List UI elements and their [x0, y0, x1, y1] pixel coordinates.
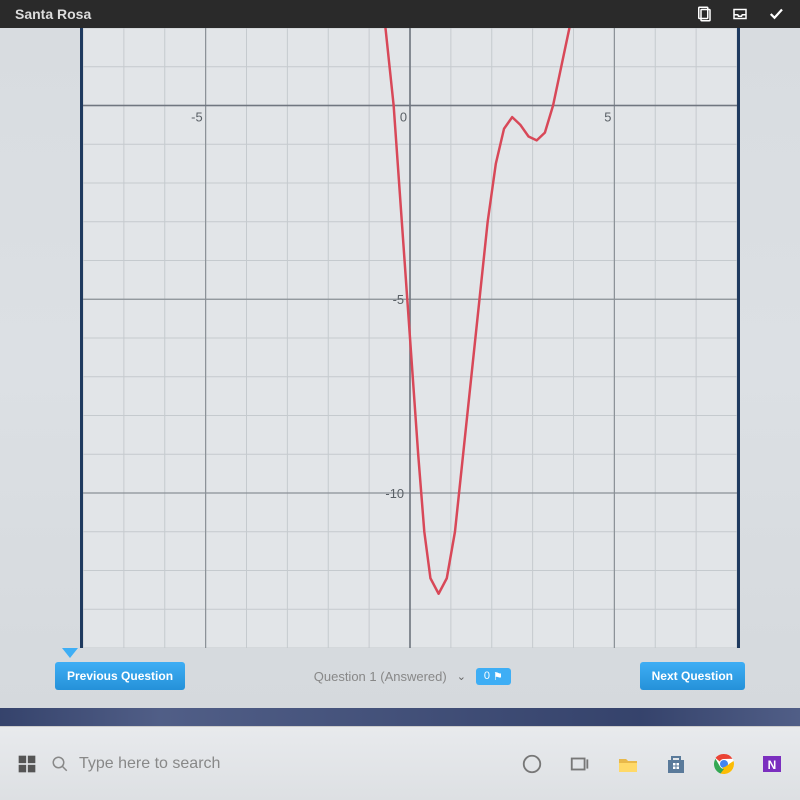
cortana-icon[interactable]	[519, 751, 545, 777]
top-bar: Santa Rosa	[0, 0, 800, 28]
flag-badge[interactable]: 0 ⚑	[476, 668, 511, 685]
status-text: Question 1 (Answered)	[314, 669, 447, 684]
chevron-down-icon: ⌄	[457, 670, 466, 683]
function-graph: -5 0 5 -5 -10	[83, 28, 737, 648]
flag-icon: ⚑	[493, 670, 503, 683]
svg-text:-10: -10	[385, 486, 404, 501]
flag-count: 0	[484, 670, 490, 682]
top-icons-group	[695, 5, 785, 23]
main-content: -5 0 5 -5 -10 Previous Question Question 1 (…	[0, 28, 800, 708]
svg-text:N: N	[768, 758, 777, 772]
taskbar-icons: N	[519, 751, 785, 777]
store-icon[interactable]	[663, 751, 689, 777]
page-title: Santa Rosa	[15, 6, 91, 22]
nav-row: Previous Question Question 1 (Answered) …	[55, 662, 745, 690]
question-status[interactable]: Question 1 (Answered) ⌄ 0 ⚑	[314, 668, 511, 685]
search-icon	[51, 755, 69, 773]
search-placeholder: Type here to search	[79, 755, 220, 773]
graph-container: -5 0 5 -5 -10	[80, 28, 740, 648]
svg-text:0: 0	[400, 109, 407, 124]
window-separator	[0, 708, 800, 726]
start-button[interactable]	[15, 752, 39, 776]
taskbar: Type here to search N	[0, 726, 800, 800]
svg-text:-5: -5	[393, 292, 404, 307]
taskview-icon[interactable]	[567, 751, 593, 777]
search-box[interactable]: Type here to search	[51, 755, 220, 773]
check-icon[interactable]	[767, 5, 785, 23]
scroll-down-arrow[interactable]	[62, 648, 78, 658]
svg-text:-5: -5	[191, 109, 202, 124]
explorer-icon[interactable]	[615, 751, 641, 777]
inbox-icon[interactable]	[731, 5, 749, 23]
onenote-icon[interactable]: N	[759, 751, 785, 777]
chrome-icon[interactable]	[711, 751, 737, 777]
pages-icon[interactable]	[695, 5, 713, 23]
svg-text:5: 5	[604, 109, 611, 124]
previous-button[interactable]: Previous Question	[55, 662, 185, 690]
next-button[interactable]: Next Question	[640, 662, 745, 690]
